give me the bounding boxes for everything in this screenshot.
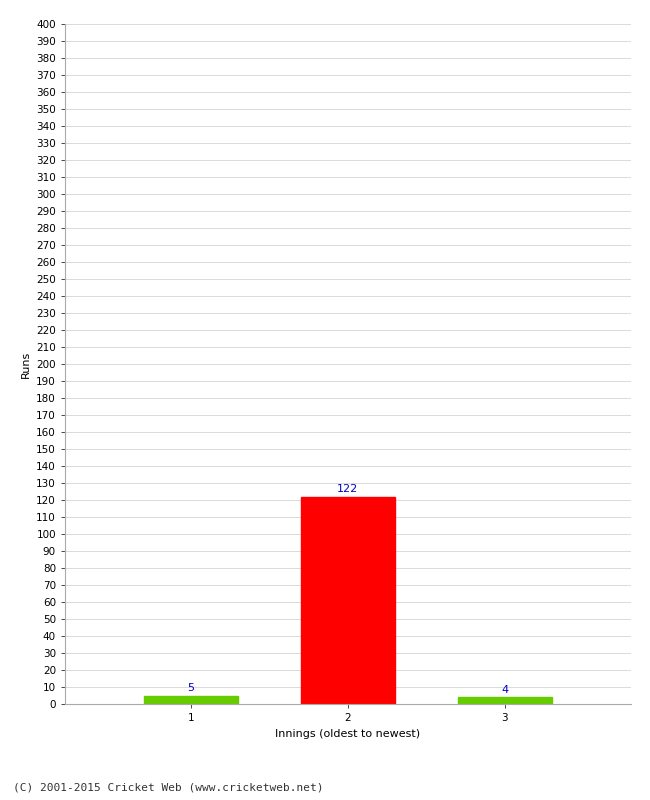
X-axis label: Innings (oldest to newest): Innings (oldest to newest) [275,729,421,738]
Text: 4: 4 [501,685,508,694]
Text: (C) 2001-2015 Cricket Web (www.cricketweb.net): (C) 2001-2015 Cricket Web (www.cricketwe… [13,782,324,792]
Text: 5: 5 [187,683,194,693]
Bar [300,497,395,704]
Text: 122: 122 [337,484,358,494]
Bar [458,697,552,704]
Bar [144,695,238,704]
Y-axis label: Runs: Runs [21,350,31,378]
